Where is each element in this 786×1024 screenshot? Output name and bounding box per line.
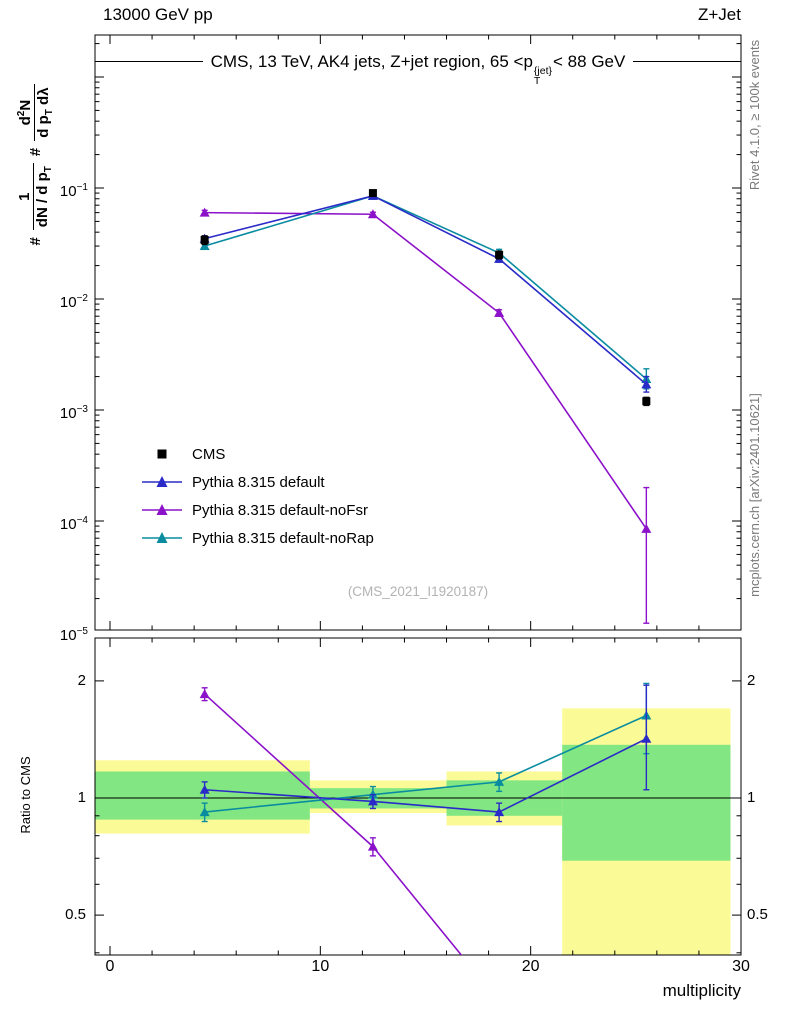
main-ytick-label: 10−5 — [59, 626, 88, 644]
ratio-ytick-label-left: 1 — [77, 789, 86, 806]
ylabel-fraction-2: d2N d pT dλ — [15, 84, 55, 141]
process-label: Z+Jet — [698, 5, 741, 24]
xtick-label: 10 — [311, 958, 330, 975]
data-series — [200, 189, 651, 407]
uncertainty-bands — [95, 708, 731, 955]
data-series — [199, 684, 652, 823]
legend-item: Pythia 8.315 default-noRap — [140, 524, 374, 552]
legend-label: CMS — [192, 445, 226, 463]
main-ytick-label: 10−4 — [59, 515, 88, 533]
ratio-ytick-label-left: 2 — [77, 671, 86, 689]
main-ytick-label: 10−3 — [59, 404, 88, 422]
mcplots-credit-label: mcplots.cern.ch [arXiv:2401.10621] — [747, 393, 762, 597]
rivet-version-label: Rivet 4.1.0, ≥ 100k events — [747, 39, 762, 191]
x-axis-label: multiplicity — [662, 981, 741, 1000]
triangle-marker-icon — [142, 504, 182, 515]
plot-title: CMS, 13 TeV, AK4 jets, Z+jet region, 65 … — [95, 50, 741, 86]
main-y-axis-label: # 1 dN / d pT # d2N d pT dλ — [12, 15, 58, 315]
legend-item: CMS — [140, 440, 374, 468]
ratio-ytick-label-right: 2 — [747, 671, 756, 689]
xtick-label: 20 — [521, 958, 540, 975]
legend-item: Pythia 8.315 default-noFsr — [140, 496, 374, 524]
ratio-ytick-label-left: 0.5 — [65, 906, 86, 924]
ylabel-hash-2: # — [26, 147, 44, 157]
triangle-marker-icon — [142, 476, 182, 487]
ratio-y-axis-label: Ratio to CMS — [18, 756, 33, 834]
ratio-ytick-label-right: 1 — [747, 789, 756, 806]
data-series — [199, 190, 652, 393]
main-ytick-label: 10−2 — [59, 293, 88, 311]
ylabel-hash-1: # — [26, 237, 44, 246]
data-series — [199, 207, 652, 624]
ratio-ytick-label-right: 0.5 — [747, 906, 768, 924]
data-series — [199, 190, 652, 390]
pt-jet-script: {jet} T — [533, 65, 553, 87]
axis-ticks — [95, 35, 742, 955]
xtick-label: 0 — [105, 958, 115, 975]
ratio-panel-frame — [94, 637, 742, 956]
legend-item: Pythia 8.315 default — [140, 468, 374, 496]
legend-label: Pythia 8.315 default-noRap — [192, 529, 374, 547]
main-ytick-label: 10−1 — [59, 182, 88, 200]
beam-energy-label: 13000 GeV pp — [103, 5, 213, 24]
xtick-label: 30 — [732, 958, 750, 975]
plot-title-suffix: < 88 GeV — [553, 52, 626, 71]
triangle-marker-icon — [142, 532, 182, 543]
legend-label: Pythia 8.315 default-noFsr — [192, 501, 368, 519]
analysis-id-watermark: (CMS_2021_I1920187) — [347, 584, 489, 599]
square-marker-icon — [157, 449, 167, 459]
legend: CMS Pythia 8.315 default Pythia 8.315 defa… — [140, 440, 374, 552]
plot-title-prefix: CMS, 13 TeV, AK4 jets, Z+jet region, 65 … — [210, 52, 533, 71]
data-series — [199, 687, 463, 955]
legend-label: Pythia 8.315 default — [192, 473, 325, 491]
